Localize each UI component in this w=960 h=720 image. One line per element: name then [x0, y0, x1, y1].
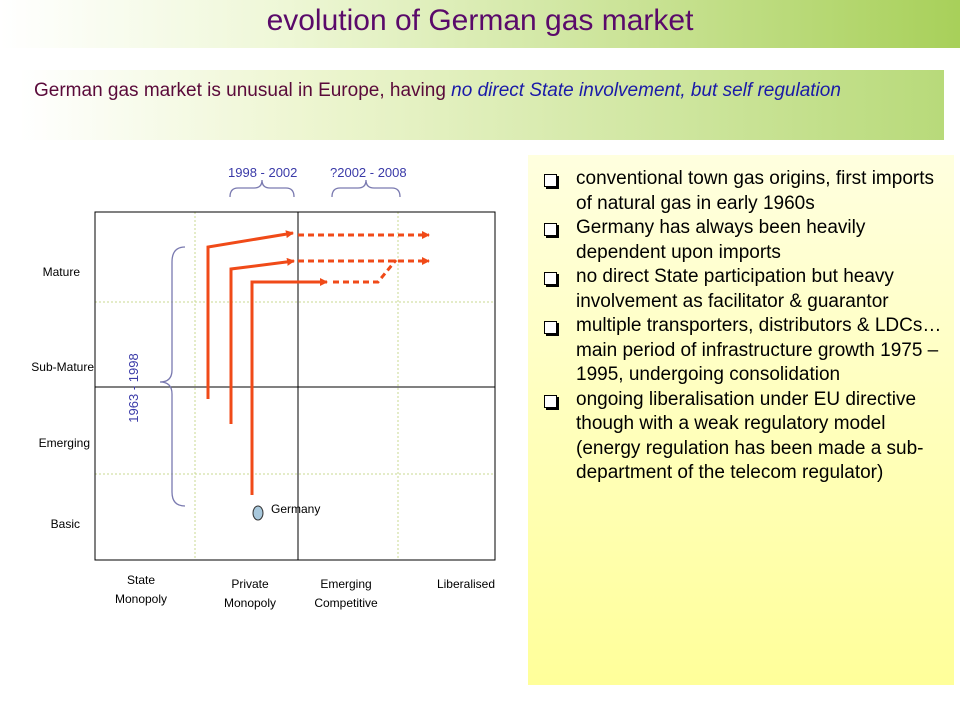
- bullet-text: ongoing liberalisation under EU directiv…: [576, 388, 924, 484]
- market-evolution-diagram: 1998 - 2002 ?2002 - 2008 Mature Sub-Matu…: [31, 165, 496, 610]
- checkbox-bullet-icon: [544, 321, 557, 334]
- diagram-frame: [94, 211, 496, 561]
- evolution-path-2: [229, 257, 295, 424]
- evolution-path-3: [250, 278, 328, 495]
- bullet-text: conventional town gas origins, first imp…: [576, 168, 934, 214]
- subtitle: German gas market is unusual in Europe, …: [34, 78, 914, 104]
- level-emerging: Emerging: [39, 436, 90, 450]
- bullet-item: no direct State participation but heavy …: [538, 265, 950, 314]
- subtitle-plain: German gas market is unusual in Europe, …: [34, 80, 452, 101]
- bullet-text: no direct State participation but heavy …: [576, 266, 894, 312]
- bullet-text: multiple transporters, distributors & LD…: [576, 315, 942, 385]
- brace-1963-1998: [159, 246, 186, 507]
- period-label-1963-1998: 1963 - 1998: [126, 353, 141, 422]
- stage-liberalised: Liberalised: [437, 577, 495, 591]
- checkbox-bullet-icon: [544, 174, 557, 187]
- bullet-text: Germany has always been heavily dependen…: [576, 217, 866, 263]
- slide-title: evolution of German gas market: [266, 4, 694, 37]
- level-mature: Mature: [43, 265, 81, 279]
- period-label-1998-2002: 1998 - 2002: [228, 165, 297, 180]
- subtitle-italic: no direct State involvement, but self re…: [451, 80, 841, 101]
- checkbox-bullet-icon: [544, 394, 557, 408]
- level-basic: Basic: [51, 517, 80, 531]
- projected-path-3: [333, 259, 398, 284]
- subtitle-box: German gas market is unusual in Europe, …: [20, 70, 944, 140]
- title-bar: evolution of German gas market: [0, 0, 960, 48]
- brace-2002-2008: [331, 179, 401, 198]
- level-sub-mature: Sub-Mature: [31, 360, 94, 374]
- stage-state-monopoly: State Monopoly: [115, 573, 167, 606]
- bullet-panel: conventional town gas origins, first imp…: [528, 155, 954, 685]
- evolution-path-1: [206, 230, 294, 399]
- period-label-2002-2008: ?2002 - 2008: [330, 165, 407, 180]
- germany-label: Germany: [271, 502, 320, 516]
- bullet-item: conventional town gas origins, first imp…: [538, 167, 950, 216]
- brace-1998-2002: [229, 179, 295, 198]
- germany-marker: [252, 505, 264, 521]
- bullet-item: multiple transporters, distributors & LD…: [538, 314, 950, 388]
- stage-emerging-competitive: Emerging Competitive: [314, 577, 378, 610]
- bullet-item: ongoing liberalisation under EU directiv…: [538, 388, 950, 486]
- stage-private-monopoly: Private Monopoly: [224, 577, 276, 610]
- checkbox-bullet-icon: [544, 272, 557, 285]
- bullet-item: Germany has always been heavily dependen…: [538, 216, 950, 265]
- bullet-list: conventional town gas origins, first imp…: [538, 167, 950, 486]
- checkbox-bullet-icon: [544, 223, 557, 236]
